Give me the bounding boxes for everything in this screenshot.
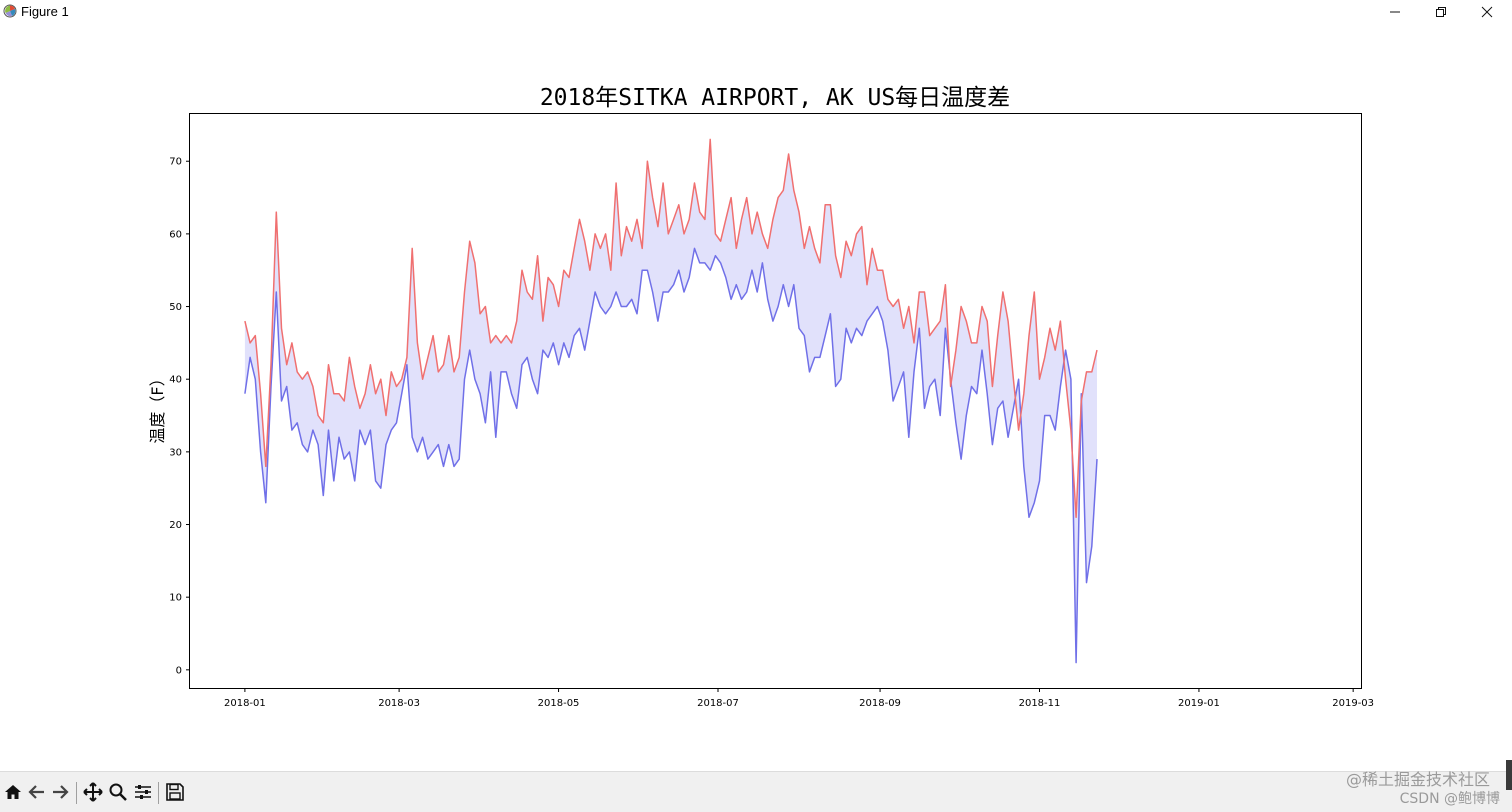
close-icon xyxy=(1481,6,1493,18)
x-tick-label: 2018-01 xyxy=(224,698,266,709)
pan-button[interactable] xyxy=(82,780,104,804)
x-tick-label: 2018-03 xyxy=(378,698,420,709)
fill-between-area xyxy=(244,139,1097,663)
series-highs-line xyxy=(244,138,1098,519)
watermark-juejin: @稀土掘金技术社区 xyxy=(1345,770,1490,789)
save-icon xyxy=(166,783,184,801)
minimize-button[interactable] xyxy=(1372,0,1418,24)
chart-title: 2018年SITKA AIRPORT, AK US每日温度差 xyxy=(540,85,1010,111)
zoom-icon xyxy=(109,783,127,801)
x-tick-label: 2019-01 xyxy=(1178,698,1220,709)
home-button[interactable] xyxy=(2,780,24,804)
zoom-button[interactable] xyxy=(107,780,129,804)
y-axis-label: 温度（F） xyxy=(148,370,167,443)
forward-button[interactable] xyxy=(49,780,71,804)
restore-button[interactable] xyxy=(1418,0,1464,24)
y-tick-label: 10 xyxy=(169,593,182,604)
x-tick-label: 2018-07 xyxy=(697,698,739,709)
window-titlebar: Figure 1 xyxy=(0,0,1512,24)
forward-icon xyxy=(53,785,69,799)
plot-frame xyxy=(189,113,1362,689)
y-tick-label: 60 xyxy=(169,229,182,240)
configure-subplots-button[interactable] xyxy=(132,780,154,804)
series-lows-line xyxy=(244,247,1098,664)
back-icon xyxy=(28,785,44,799)
back-button[interactable] xyxy=(26,780,48,804)
x-tick-label: 2018-09 xyxy=(859,698,901,709)
x-tick-label: 2018-11 xyxy=(1019,698,1061,709)
y-tick-label: 40 xyxy=(169,375,182,386)
watermark-csdn: CSDN @鲍博博 xyxy=(1399,791,1500,807)
x-tick-label: 2018-05 xyxy=(538,698,580,709)
matplotlib-app-icon xyxy=(3,4,17,18)
pan-icon xyxy=(83,782,103,802)
temperature-chart: 0 10 20 30 40 50 60 70 2018-01 2018-03 2018-05 2018… xyxy=(148,85,1374,709)
navigation-toolbar xyxy=(0,771,1512,812)
figure-canvas[interactable]: 0 10 20 30 40 50 60 70 2018-01 2018-03 2018-05 2018… xyxy=(0,24,1512,770)
y-tick-label: 20 xyxy=(169,520,182,531)
minimize-icon xyxy=(1390,11,1400,13)
save-button[interactable] xyxy=(164,780,186,804)
restore-icon xyxy=(1436,7,1446,17)
window-edge-strip xyxy=(1506,760,1512,790)
y-tick-label: 0 xyxy=(176,665,182,676)
x-tick-label: 2019-03 xyxy=(1332,698,1374,709)
y-tick-label: 30 xyxy=(169,447,182,458)
close-button[interactable] xyxy=(1464,0,1510,24)
toolbar-separator xyxy=(76,782,77,804)
toolbar-separator xyxy=(158,782,159,804)
y-tick-label: 50 xyxy=(169,302,182,313)
home-icon xyxy=(5,785,21,799)
window-title: Figure 1 xyxy=(21,4,69,19)
configure-subplots-icon xyxy=(135,785,151,799)
y-tick-label: 70 xyxy=(169,157,182,168)
